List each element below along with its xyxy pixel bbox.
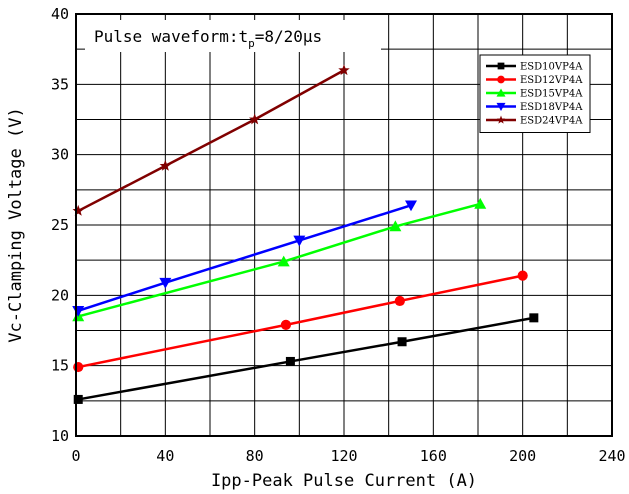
data-point xyxy=(159,159,172,171)
waveform-annotation-subscript: p xyxy=(248,37,255,50)
waveform-annotation-prefix: Pulse waveform:t xyxy=(94,27,248,46)
legend-marker xyxy=(496,115,506,124)
legend-item: ESD12VP4A xyxy=(486,75,583,86)
data-point xyxy=(529,313,539,323)
legend-item: ESD15VP4A xyxy=(486,88,583,100)
legend-label: ESD24VP4A xyxy=(520,116,583,127)
y-tick-label: 25 xyxy=(51,216,69,234)
series-ESD10VP4A xyxy=(73,313,539,404)
data-point xyxy=(474,197,487,209)
y-tick-label: 15 xyxy=(51,357,69,375)
legend-label: ESD18VP4A xyxy=(520,102,583,113)
legend-marker xyxy=(496,88,506,97)
tick-labels: 0 40 80 120 160 200 240 10 15 20 25 30 35 40 xyxy=(51,5,626,465)
plot-frame xyxy=(75,13,613,437)
x-tick-label: 80 xyxy=(246,447,264,465)
x-tick-label: 200 xyxy=(509,447,536,465)
data-point xyxy=(405,200,417,212)
waveform-annotation-box xyxy=(85,20,381,52)
y-tick-label: 10 xyxy=(51,427,69,445)
series-line xyxy=(78,316,535,401)
legend-marker xyxy=(496,102,506,111)
series-ESD24VP4A xyxy=(72,64,350,216)
legend: ESD10VP4A ESD12VP4A ESD15VP4A ESD18VP4A ESD2… xyxy=(479,54,591,133)
legend-item: ESD10VP4A xyxy=(486,62,583,73)
data-point xyxy=(285,356,295,366)
x-tick-label: 40 xyxy=(156,447,174,465)
x-tick-label: 240 xyxy=(598,447,625,465)
x-tick-label: 0 xyxy=(71,447,80,465)
series-layer xyxy=(72,64,539,404)
data-point xyxy=(394,295,405,307)
legend-label: ESD12VP4A xyxy=(520,75,583,86)
data-point xyxy=(73,361,84,373)
x-axis-title: Ipp-Peak Pulse Current (A) xyxy=(211,471,477,491)
y-tick-label: 20 xyxy=(51,286,69,304)
data-point xyxy=(73,394,83,404)
legend-item: ESD18VP4A xyxy=(486,102,583,113)
legend-label: ESD15VP4A xyxy=(520,89,583,100)
y-axis-title: Vc-Clamping Voltage (V) xyxy=(6,107,26,342)
y-tick-label: 40 xyxy=(51,5,69,23)
legend-marker xyxy=(497,75,505,84)
data-point xyxy=(389,220,402,232)
series-line xyxy=(77,69,345,213)
data-point xyxy=(293,235,306,247)
legend-marker xyxy=(497,62,505,70)
y-tick-label: 35 xyxy=(51,75,69,93)
x-tick-label: 160 xyxy=(420,447,447,465)
waveform-annotation-text: Pulse waveform:tp=8/20μs xyxy=(94,27,322,50)
waveform-annotation-suffix: =8/20μs xyxy=(255,27,322,46)
data-point xyxy=(72,204,84,216)
series-line xyxy=(77,204,412,312)
data-point xyxy=(517,270,528,281)
y-tick-label: 30 xyxy=(51,146,69,164)
series-line xyxy=(77,274,523,369)
data-point xyxy=(159,277,172,289)
series-line xyxy=(77,202,481,318)
data-point xyxy=(248,113,261,125)
legend-label: ESD10VP4A xyxy=(520,62,583,73)
data-point xyxy=(338,64,350,76)
legend-item: ESD24VP4A xyxy=(486,115,583,127)
series-ESD18VP4A xyxy=(72,200,417,317)
data-point xyxy=(397,337,407,347)
x-tick-label: 120 xyxy=(330,447,357,465)
data-point xyxy=(280,319,292,330)
data-point xyxy=(277,255,290,267)
waveform-annotation: Pulse waveform:tp=8/20μs xyxy=(85,20,381,52)
